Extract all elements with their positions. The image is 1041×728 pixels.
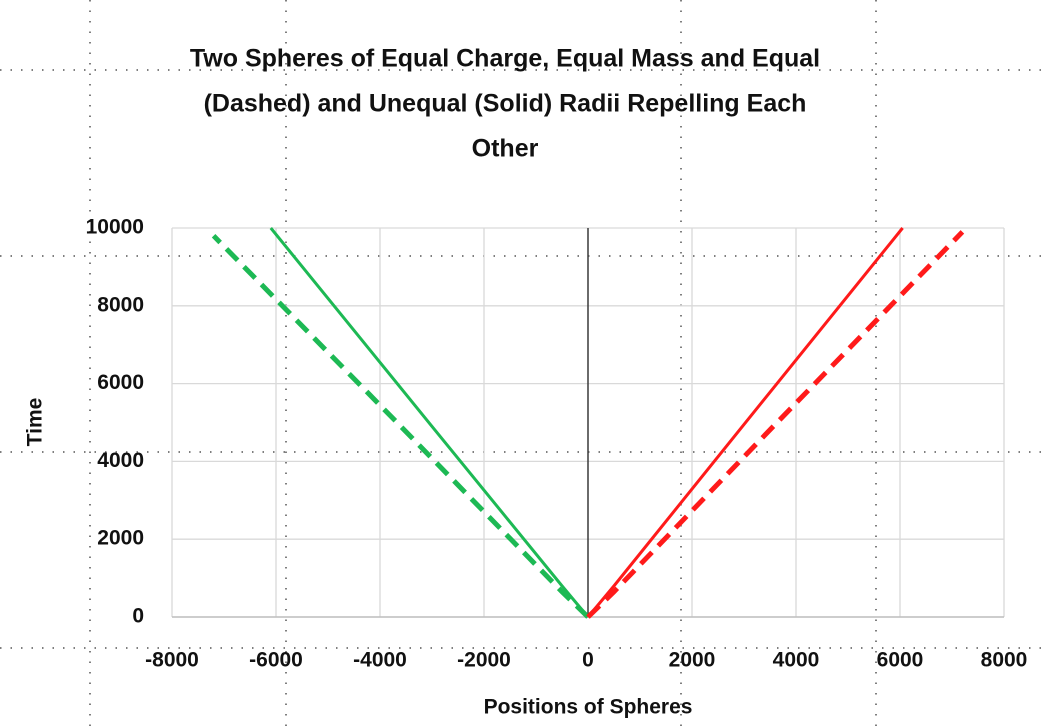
y-tick-label: 2000 (97, 527, 144, 550)
series-line (586, 227, 904, 618)
x-tick-label: -6000 (249, 649, 303, 672)
x-tick-label: 6000 (877, 649, 924, 672)
y-tick-label: 6000 (97, 371, 144, 394)
x-tick-label: -2000 (457, 649, 511, 672)
x-tick-label: 4000 (773, 649, 820, 672)
chart-title: (Dashed) and Unequal (Solid) Radii Repel… (204, 90, 807, 118)
series-line (586, 230, 965, 619)
x-tick-label: 8000 (981, 649, 1028, 672)
series-line (211, 234, 590, 619)
y-axis-title: Time (24, 398, 47, 447)
y-tick-label: 4000 (97, 449, 144, 472)
chart-title: Two Spheres of Equal Charge, Equal Mass … (190, 45, 820, 73)
x-tick-label: 0 (582, 649, 594, 672)
y-tick-label: 8000 (97, 293, 144, 316)
x-axis-title: Positions of Spheres (484, 696, 693, 719)
y-tick-label: 0 (132, 605, 144, 628)
x-tick-label: 2000 (669, 649, 716, 672)
y-tick-label: 10000 (86, 216, 144, 239)
x-tick-label: -4000 (353, 649, 407, 672)
x-tick-label: -8000 (145, 649, 199, 672)
chart-title: Other (472, 135, 539, 163)
series-line (269, 227, 590, 618)
